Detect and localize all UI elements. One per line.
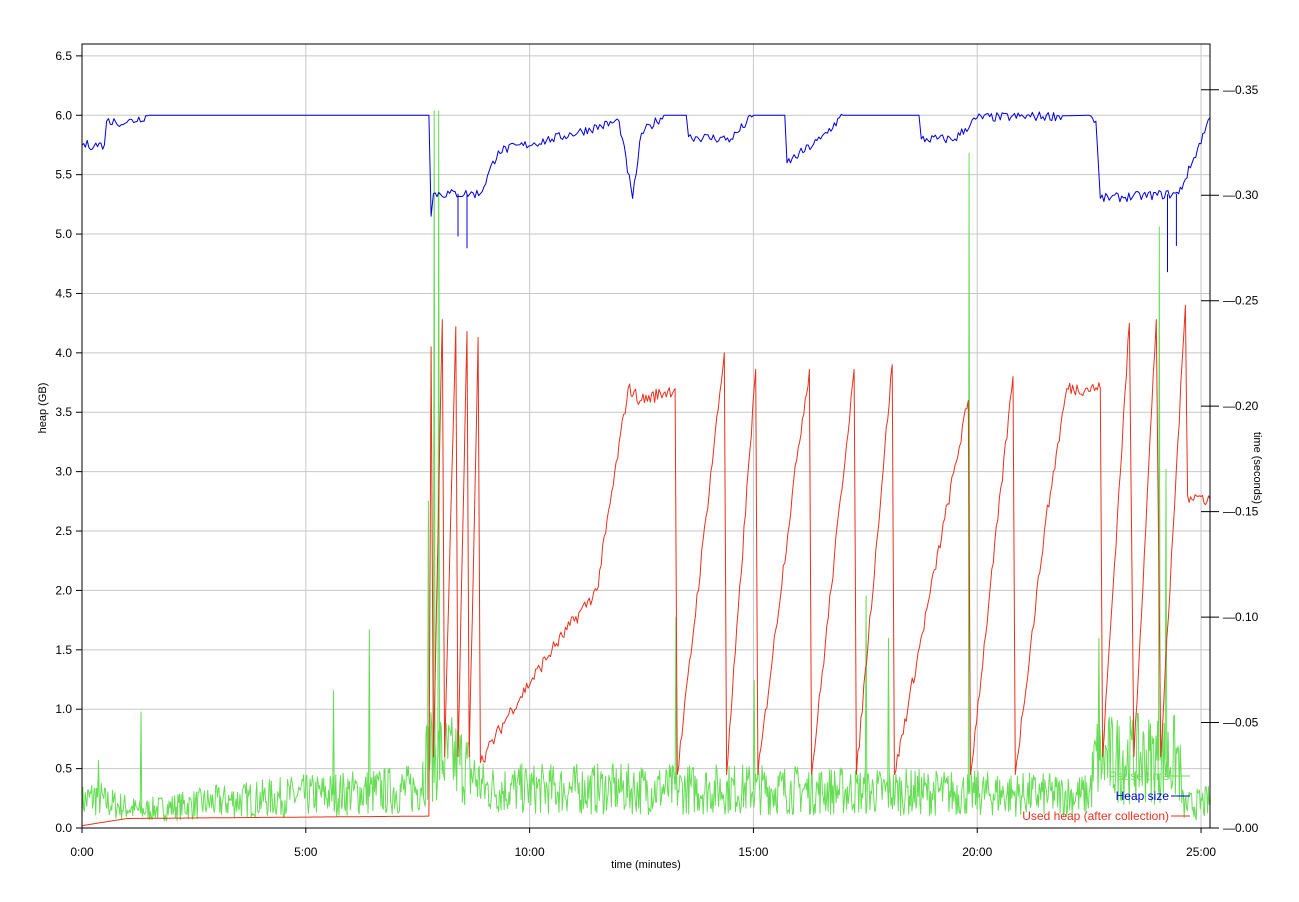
y-right-tick-label: —0.30 [1223, 188, 1259, 202]
y-left-tick-label: 0.5 [55, 762, 72, 776]
x-tick-label: 5:00 [294, 845, 318, 859]
y-right-tick-label: —0.35 [1223, 83, 1259, 97]
y-left-tick-label: 1.0 [55, 702, 72, 716]
y-right-axis-label: time (seconds) [1251, 432, 1263, 504]
y-left-tick-label: 4.0 [55, 346, 72, 360]
y-right-tick-label: —0.20 [1223, 399, 1259, 413]
y-left-axis-ticks: 0.0 0.5 1.0 1.5 2.0 2.5 3.0 3.5 4.0 4.5 5.0 5.5 6.0 6… [55, 49, 82, 835]
y-left-tick-label: 6.5 [55, 49, 72, 63]
y-left-tick-label: 3.5 [55, 405, 72, 419]
x-tick-label: 20:00 [962, 845, 992, 859]
y-left-tick-label: 6.0 [55, 108, 72, 122]
x-axis-label: time (minutes) [611, 859, 681, 871]
y-right-tick-label: —0.25 [1223, 294, 1259, 308]
legend: Pause time Heap size Used heap (after coll… [1022, 769, 1190, 823]
plot-frame [81, 43, 1211, 829]
y-right-tick-label: —0.00 [1223, 821, 1259, 835]
x-tick-label: 0:00 [70, 845, 94, 859]
y-left-tick-label: 0.0 [55, 821, 72, 835]
y-left-tick-label: 5.5 [55, 168, 72, 182]
legend-label: Pause time [1109, 769, 1169, 783]
y-left-axis-label: heap (GB) [37, 383, 49, 434]
x-tick-label: 15:00 [738, 845, 768, 859]
y-left-tick-label: 4.5 [55, 286, 72, 300]
series-line-pause-time [81, 110, 1211, 822]
y-left-tick-label: 2.0 [55, 583, 72, 597]
series-lines [81, 110, 1211, 827]
y-left-tick-label: 5.0 [55, 227, 72, 241]
legend-label: Heap size [1116, 789, 1170, 803]
y-left-tick-label: 2.5 [55, 524, 72, 538]
y-left-tick-label: 3.0 [55, 465, 72, 479]
y-right-axis-ticks: —0.00 —0.05 —0.10 —0.15 —0.20 —0.25 —0.30 —0.35 [1201, 83, 1259, 835]
legend-label: Used heap (after collection) [1022, 809, 1169, 823]
grid-lines [81, 44, 1210, 829]
x-tick-label: 10:00 [515, 845, 545, 859]
series-line-used-heap-after-collection- [81, 304, 1211, 827]
y-right-tick-label: —0.15 [1223, 505, 1259, 519]
y-right-tick-label: —0.10 [1223, 610, 1259, 624]
y-right-tick-label: —0.05 [1223, 716, 1259, 730]
x-tick-label: 25:00 [1186, 845, 1216, 859]
x-axis-ticks: 0:00 5:00 10:00 15:00 20:00 25:00 [70, 828, 1216, 859]
series-line-heap-size [81, 111, 1211, 273]
y-left-tick-label: 1.5 [55, 643, 72, 657]
